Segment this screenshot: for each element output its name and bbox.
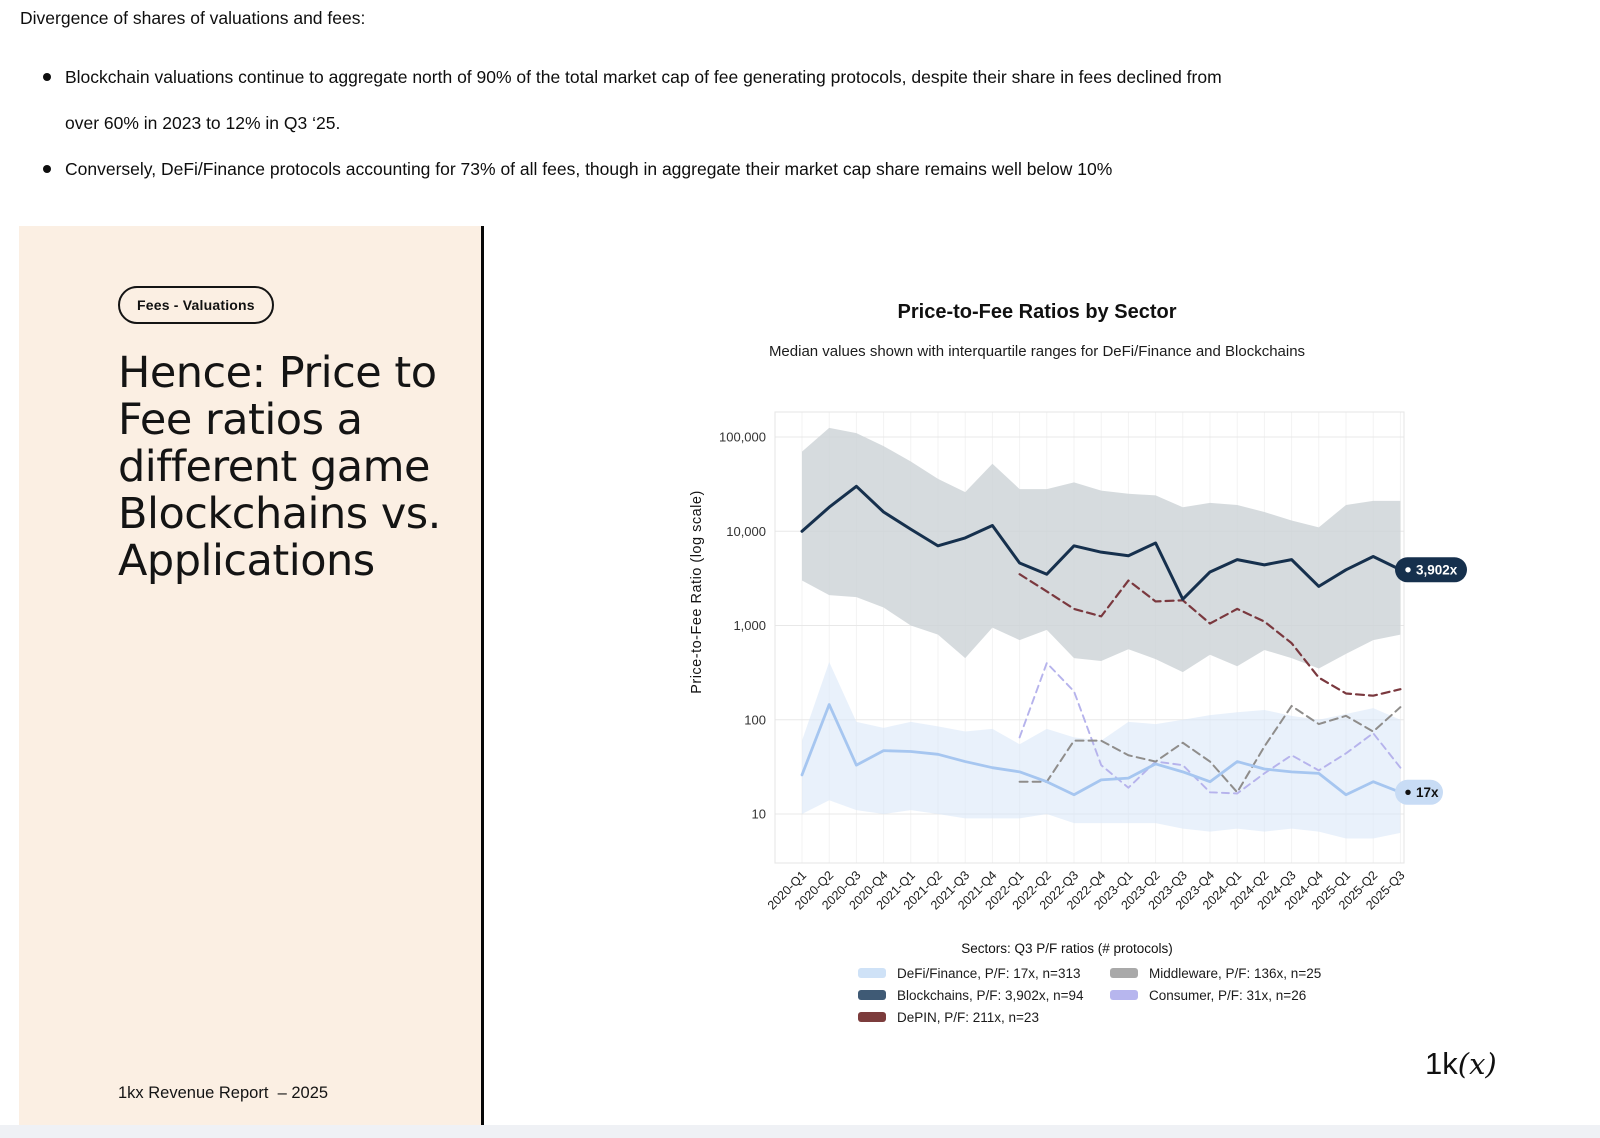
bullet-dot-icon (43, 165, 51, 173)
y-tick-label: 1,000 (733, 618, 766, 633)
logo-text: 1k (1425, 1046, 1458, 1081)
legend-swatch-icon (1110, 990, 1138, 1000)
report-footer: 1kx Revenue Report – 2025 (118, 1084, 329, 1102)
legend-item-label: DePIN, P/F: 211x, n=23 (897, 1009, 1039, 1025)
logo-x-glyph: (x) (1457, 1047, 1497, 1081)
slide-panel: Fees - Valuations Hence: Price to Fee ra… (19, 226, 481, 1126)
bullet-item: Conversely, DeFi/Finance protocols accou… (20, 146, 1550, 192)
legend-item: Middleware, P/F: 136x, n=25 (1110, 962, 1321, 984)
middleware-line (1018, 704, 1402, 794)
legend-swatch-icon (1110, 968, 1138, 978)
y-tick-label: 10 (752, 807, 766, 822)
bullet-dot-icon (43, 73, 51, 81)
legend-item-label: Blockchains, P/F: 3,902x, n=94 (897, 987, 1084, 1003)
bottom-strip (0, 1125, 1600, 1138)
bullet-item: Blockchain valuations continue to aggreg… (20, 54, 1550, 146)
legend-item: DeFi/Finance, P/F: 17x, n=313 (858, 962, 1083, 984)
depin-line (1018, 573, 1402, 697)
legend-column: Middleware, P/F: 136x, n=25 Consumer, P/F… (1110, 962, 1321, 1006)
legend-column: DeFi/Finance, P/F: 17x, n=313 Blockchains… (858, 962, 1083, 1028)
legend-item-label: Consumer, P/F: 31x, n=26 (1149, 987, 1307, 1003)
pill-value: 17x (1416, 785, 1439, 800)
legend-swatch-icon (858, 1012, 886, 1022)
chart-title: Price-to-Fee Ratios by Sector (897, 301, 1177, 323)
legend-item-label: Middleware, P/F: 136x, n=25 (1149, 965, 1322, 981)
1kx-logo: 1k(x) (1425, 1046, 1497, 1082)
slide-headline: Hence: Price to Fee ratios a different g… (118, 348, 441, 586)
end-label-pill: 17x (1395, 779, 1443, 805)
vertical-divider (481, 226, 484, 1126)
y-tick-label: 100 (744, 712, 766, 727)
pill-dot-icon (1405, 567, 1411, 573)
y-tick-label: 10,000 (726, 524, 766, 539)
legend-swatch-icon (858, 968, 886, 978)
pill-dot-icon (1405, 789, 1411, 795)
legend-item: Blockchains, P/F: 3,902x, n=94 (858, 984, 1083, 1006)
legend-swatch-icon (858, 990, 886, 1000)
consumer-line (1018, 662, 1402, 795)
legend-item: Consumer, P/F: 31x, n=26 (1110, 984, 1321, 1006)
bullet-text: Blockchain valuations continue to aggreg… (65, 67, 1222, 133)
pill-background (1395, 557, 1467, 583)
blockchains-line (800, 484, 1402, 601)
blockchains-iqr-band (802, 427, 1401, 673)
y-tick-label: 100,000 (719, 430, 766, 445)
legend-item-label: DeFi/Finance, P/F: 17x, n=313 (897, 965, 1081, 981)
defi-finance-line (800, 703, 1402, 797)
chart-subtitle: Median values shown with interquartile r… (768, 343, 1306, 360)
legend-title: Sectors: Q3 P/F ratios (# protocols) (961, 941, 1173, 956)
section-badge: Fees - Valuations (118, 286, 274, 324)
end-label-pill: 3,902x (1395, 557, 1467, 583)
plot-border (774, 411, 1405, 864)
legend-item: DePIN, P/F: 211x, n=23 (858, 1006, 1083, 1028)
defi-finance-iqr-band (802, 661, 1401, 839)
page-title: Divergence of shares of valuations and f… (20, 8, 366, 28)
bullet-text: Conversely, DeFi/Finance protocols accou… (65, 159, 1113, 179)
y-axis-label: Price-to-Fee Ratio (log scale) (689, 490, 705, 694)
pill-background (1395, 779, 1443, 805)
pill-value: 3,902x (1416, 563, 1458, 578)
bullet-list: Blockchain valuations continue to aggreg… (20, 54, 1550, 192)
